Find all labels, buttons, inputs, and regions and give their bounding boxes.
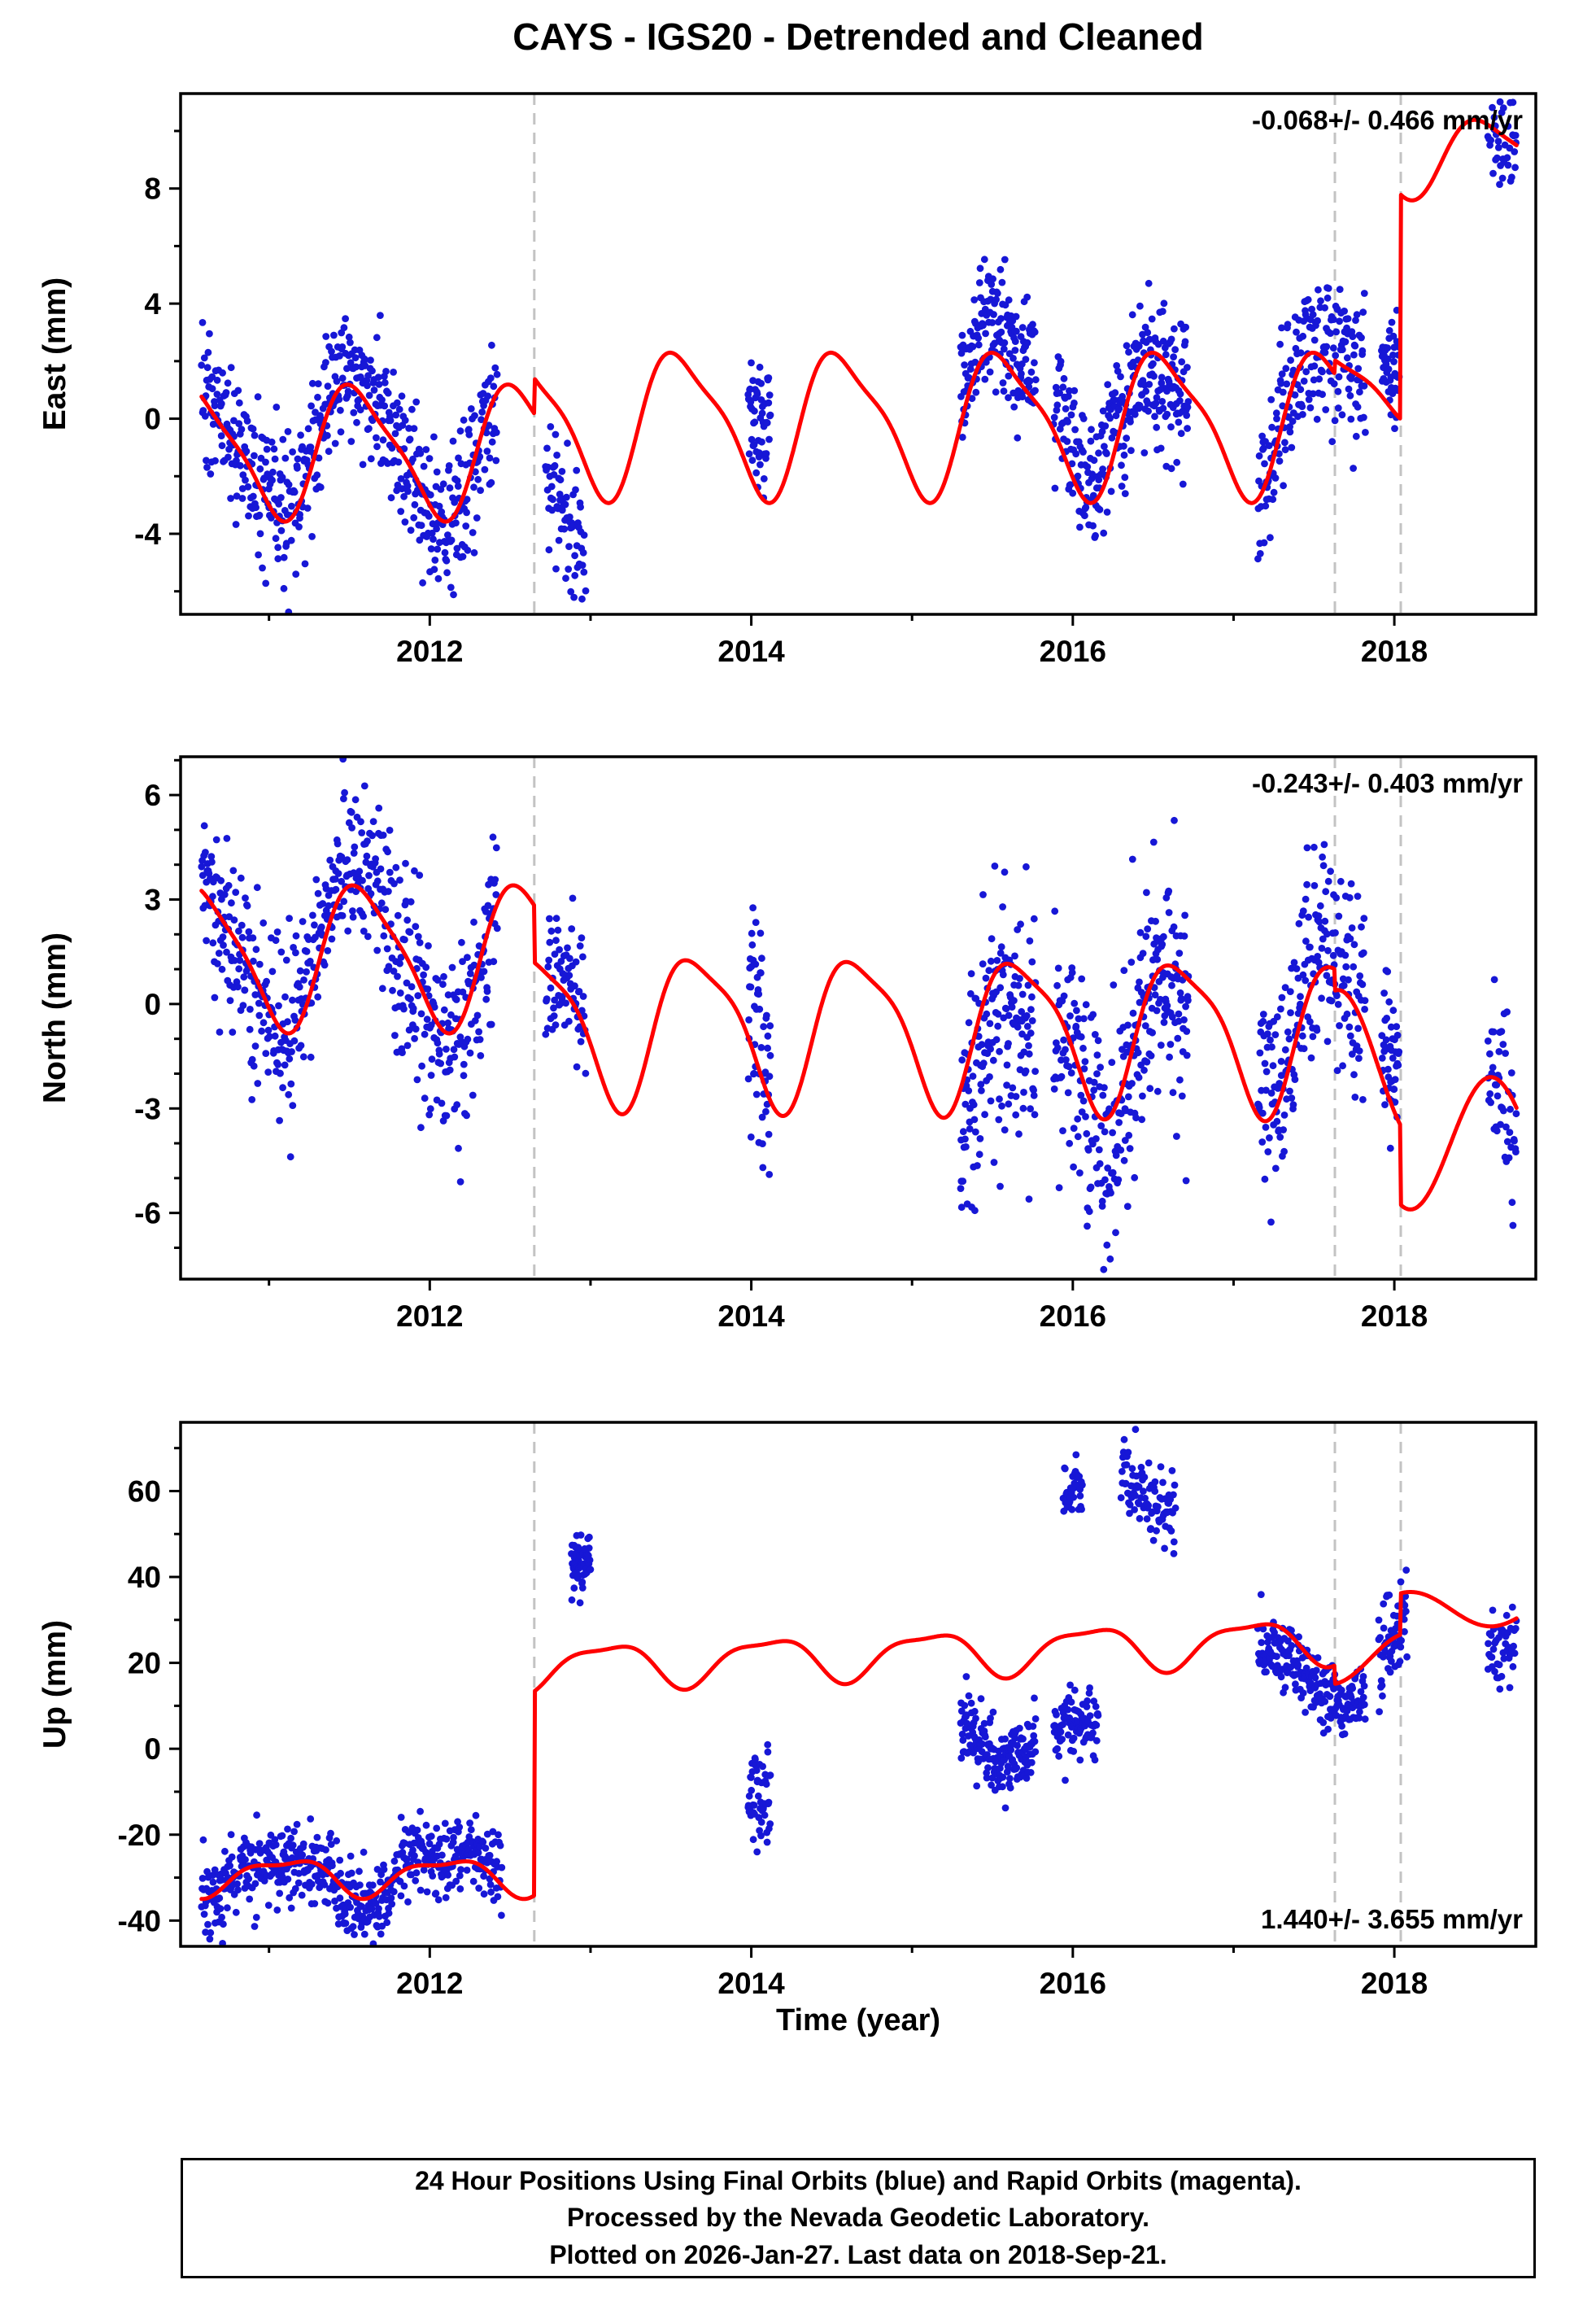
y-tick-label: -4 — [134, 518, 161, 551]
page-title: CAYS - IGS20 - Detrended and Cleaned — [512, 15, 1204, 58]
model-curve — [199, 117, 1519, 524]
footer-line-dates: Plotted on 2026-Jan-27. Last data on 201… — [549, 2239, 1167, 2269]
x-tick-label: 2012 — [396, 635, 463, 668]
y-tick-label: 40 — [128, 1561, 161, 1594]
axis-box — [179, 92, 1537, 616]
x-tick-label: 2014 — [717, 1299, 785, 1333]
y-tick-label: 6 — [144, 779, 161, 812]
model-curve — [199, 883, 1519, 1212]
x-tick-label: 2016 — [1040, 1967, 1106, 2000]
y-tick-label: 0 — [144, 1732, 161, 1766]
rate-annotation: -0.243+/- 0.403 mm/yr — [1252, 768, 1523, 798]
y-tick-label: -6 — [134, 1197, 161, 1230]
east-panel: 2012 2014 2016 2018 -4 0 4 8 East (mm) -0.068+/- … — [37, 92, 1537, 668]
rate-annotation: 1.440+/- 3.655 mm/yr — [1261, 1904, 1523, 1934]
x-tick-label: 2014 — [717, 635, 785, 668]
axis-ticks: 2012 2014 2016 2018 -6 -3 0 3 6 — [134, 758, 1428, 1333]
north-panel: 2012 2014 2016 2018 -6 -3 0 3 6 North (mm) -0.243+… — [37, 755, 1537, 1333]
model-curve — [199, 1590, 1519, 1902]
rate-annotation: -0.068+/- 0.466 mm/yr — [1252, 105, 1523, 135]
x-axis-label: Time (year) — [775, 2003, 941, 2037]
x-tick-label: 2016 — [1040, 635, 1106, 668]
x-tick-label: 2014 — [717, 1967, 785, 2000]
x-tick-label: 2018 — [1361, 635, 1428, 668]
y-tick-label: 3 — [144, 883, 161, 916]
y-axis-label: East (mm) — [37, 277, 72, 431]
x-tick-label: 2016 — [1040, 1299, 1106, 1333]
axis-ticks: 2012 2014 2016 2018 -40 -20 0 20 40 60 — [118, 1447, 1428, 2000]
y-tick-label: 4 — [144, 287, 161, 321]
footer-note: 24 Hour Positions Using Final Orbits (bl… — [181, 2158, 1536, 2278]
up-panel: 2012 2014 2016 2018 -40 -20 0 20 40 60 Up (mm) 1.44… — [37, 1421, 1537, 2000]
y-tick-label: 60 — [128, 1474, 161, 1508]
event-dashed-lines — [533, 1422, 1402, 1946]
x-tick-label: 2018 — [1361, 1299, 1428, 1333]
y-tick-label: 0 — [144, 988, 161, 1021]
y-axis-label: Up (mm) — [37, 1620, 72, 1749]
x-tick-label: 2012 — [396, 1967, 463, 2000]
y-tick-label: 20 — [128, 1647, 161, 1680]
y-tick-label: -3 — [134, 1092, 161, 1125]
scatter-points — [198, 757, 1520, 1273]
footer-line-orbits: 24 Hour Positions Using Final Orbits (bl… — [415, 2165, 1302, 2195]
y-tick-label: 0 — [144, 403, 161, 436]
scatter-points — [198, 1426, 1520, 1946]
y-tick-label: -40 — [118, 1904, 161, 1937]
axis-box — [179, 755, 1537, 1281]
axis-ticks: 2012 2014 2016 2018 -4 0 4 8 — [134, 129, 1428, 668]
footer-line-lab: Processed by the Nevada Geodetic Laborat… — [566, 2203, 1150, 2233]
y-tick-label: -20 — [118, 1819, 161, 1852]
axis-box — [179, 1421, 1537, 1948]
y-axis-label: North (mm) — [37, 932, 72, 1103]
x-tick-label: 2018 — [1361, 1967, 1428, 2000]
x-tick-label: 2012 — [396, 1299, 463, 1333]
y-tick-label: 8 — [144, 173, 161, 206]
